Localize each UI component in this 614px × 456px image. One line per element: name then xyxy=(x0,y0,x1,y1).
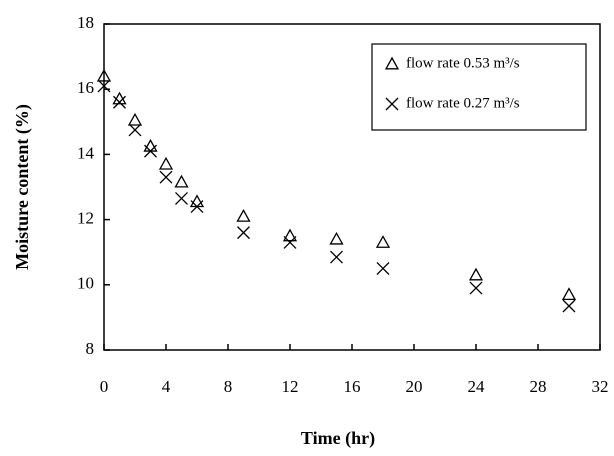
x-marker xyxy=(175,191,188,205)
y-tick-label: 8 xyxy=(86,339,95,358)
y-tick-label: 18 xyxy=(77,13,94,32)
x-marker xyxy=(562,299,576,313)
triangle-marker xyxy=(96,68,112,82)
x-marker xyxy=(190,200,204,214)
triangle-marker xyxy=(384,56,400,70)
triangle-marker xyxy=(189,194,205,208)
triangle-marker xyxy=(143,138,158,152)
triangle-marker xyxy=(127,112,143,126)
triangle-marker xyxy=(236,209,251,222)
y-tick-label: 16 xyxy=(77,78,94,97)
x-tick-label: 16 xyxy=(344,377,361,396)
x-tick-label: 20 xyxy=(406,377,423,396)
triangle-marker xyxy=(561,287,577,301)
x-tick-label: 8 xyxy=(224,377,233,396)
triangle-marker xyxy=(329,231,344,245)
x-tick-label: 32 xyxy=(592,377,609,396)
x-marker xyxy=(237,226,250,240)
x-marker xyxy=(283,235,297,249)
legend-label: flow rate 0.53 m³/s xyxy=(406,55,520,71)
x-marker xyxy=(159,170,173,184)
x-marker xyxy=(469,281,483,295)
x-tick-label: 24 xyxy=(468,377,486,396)
y-tick-label: 10 xyxy=(77,274,94,293)
triangle-marker xyxy=(282,228,298,242)
x-marker xyxy=(376,262,390,275)
y-tick-label: 14 xyxy=(77,143,95,162)
x-marker xyxy=(113,95,126,109)
x-marker xyxy=(97,79,111,93)
x-tick-label: 0 xyxy=(100,377,109,396)
x-marker xyxy=(128,123,142,137)
x-marker xyxy=(385,97,399,111)
x-tick-label: 28 xyxy=(530,377,547,396)
triangle-marker xyxy=(468,267,484,281)
triangle-marker xyxy=(174,174,189,188)
legend-label: flow rate 0.27 m³/s xyxy=(406,95,520,111)
x-marker xyxy=(330,250,343,264)
x-tick-label: 12 xyxy=(282,377,299,396)
triangle-marker xyxy=(158,156,174,170)
x-axis-label: Time (hr) xyxy=(301,428,375,449)
y-axis-label: Moisture content (%) xyxy=(12,104,33,270)
legend-box xyxy=(371,43,587,131)
y-tick-label: 12 xyxy=(77,209,94,228)
triangle-marker xyxy=(375,235,391,248)
x-marker xyxy=(144,144,157,158)
x-tick-label: 4 xyxy=(162,377,171,396)
